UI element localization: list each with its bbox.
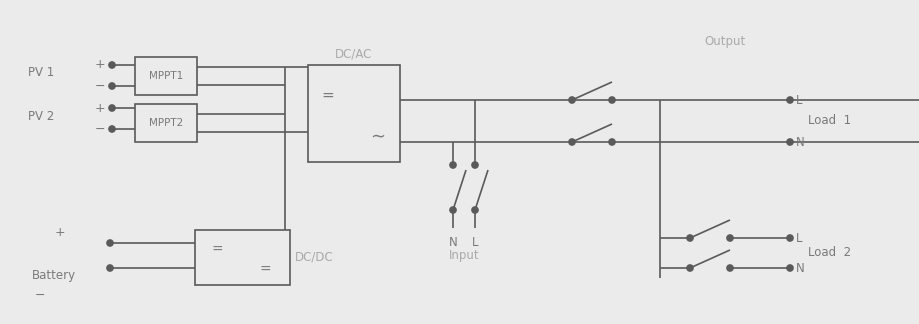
Text: Load  2: Load 2 xyxy=(807,247,850,260)
Bar xyxy=(195,230,289,285)
Circle shape xyxy=(686,235,692,241)
Text: Input: Input xyxy=(448,249,479,261)
Text: =: = xyxy=(322,87,334,102)
Text: −: − xyxy=(35,288,45,302)
Text: PV 2: PV 2 xyxy=(28,110,54,122)
Circle shape xyxy=(726,235,732,241)
Circle shape xyxy=(471,207,478,213)
Circle shape xyxy=(449,207,456,213)
Text: DC/AC: DC/AC xyxy=(335,48,372,61)
Circle shape xyxy=(107,240,113,246)
Circle shape xyxy=(449,162,456,168)
Text: Output: Output xyxy=(704,36,744,49)
Text: =: = xyxy=(211,243,222,257)
Text: +: + xyxy=(95,101,105,114)
Circle shape xyxy=(108,62,115,68)
Circle shape xyxy=(568,97,574,103)
Text: Load  1: Load 1 xyxy=(807,114,850,128)
Circle shape xyxy=(471,162,478,168)
Circle shape xyxy=(686,265,692,271)
Text: Battery: Battery xyxy=(32,269,76,282)
Circle shape xyxy=(108,126,115,132)
Text: −: − xyxy=(95,122,105,135)
Bar xyxy=(308,65,400,162)
Text: PV 1: PV 1 xyxy=(28,66,54,79)
Text: +: + xyxy=(55,226,65,238)
Circle shape xyxy=(786,235,792,241)
Circle shape xyxy=(108,83,115,89)
Circle shape xyxy=(608,139,614,145)
Circle shape xyxy=(786,139,792,145)
Text: ∼: ∼ xyxy=(370,128,385,146)
Circle shape xyxy=(568,139,574,145)
Text: +: + xyxy=(95,59,105,72)
Circle shape xyxy=(786,265,792,271)
Circle shape xyxy=(107,265,113,271)
Text: N: N xyxy=(448,236,457,249)
Text: L: L xyxy=(471,236,478,249)
Circle shape xyxy=(108,105,115,111)
Text: N: N xyxy=(795,261,804,274)
Text: MPPT1: MPPT1 xyxy=(149,71,183,81)
Circle shape xyxy=(608,97,614,103)
Text: DC/DC: DC/DC xyxy=(295,251,334,264)
Text: N: N xyxy=(795,135,804,148)
Text: MPPT2: MPPT2 xyxy=(149,118,183,128)
Circle shape xyxy=(786,97,792,103)
Text: L: L xyxy=(795,94,801,107)
Text: =: = xyxy=(259,263,270,277)
Text: L: L xyxy=(795,232,801,245)
Text: −: − xyxy=(95,79,105,92)
Circle shape xyxy=(726,265,732,271)
Bar xyxy=(135,104,197,142)
Bar xyxy=(135,57,197,95)
